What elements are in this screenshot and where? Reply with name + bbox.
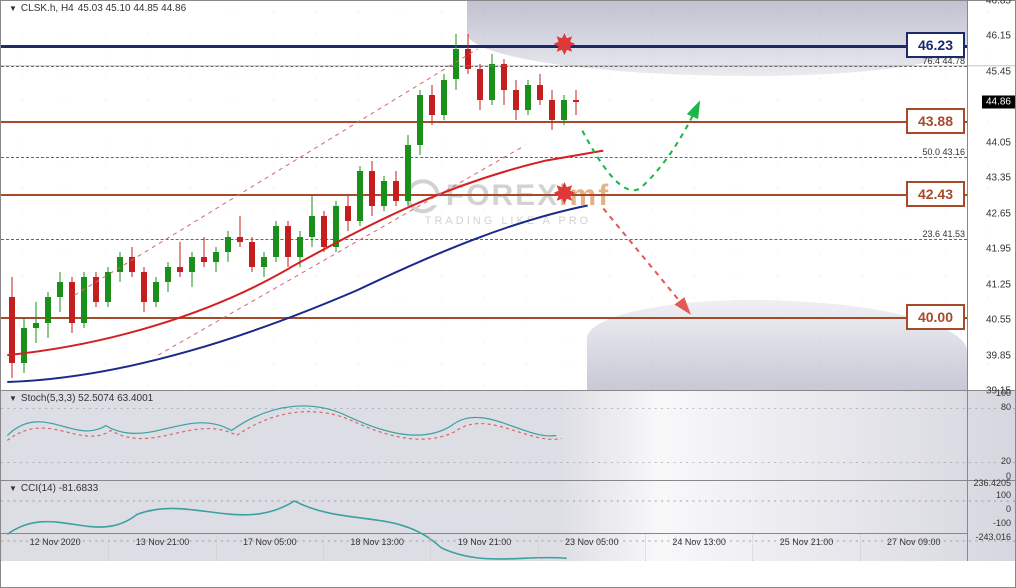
y-tick: 100 <box>996 388 1011 398</box>
y-tick: 44.05 <box>986 137 1011 148</box>
candlestick-series <box>1 1 1015 390</box>
level-box: 42.43 <box>906 181 965 207</box>
price-panel[interactable]: ▼ CLSK.h, H4 45.03 45.10 44.85 44.86 FOR… <box>1 1 1015 391</box>
y-tick: 39.85 <box>986 350 1011 361</box>
x-tick: 17 Nov 05:00 <box>216 534 323 561</box>
x-tick: 19 Nov 21:00 <box>430 534 537 561</box>
x-tick: 25 Nov 21:00 <box>752 534 859 561</box>
x-tick: 13 Nov 21:00 <box>108 534 215 561</box>
level-box: 43.88 <box>906 108 965 134</box>
y-tick: 20 <box>1001 456 1011 466</box>
trading-chart: ▼ CLSK.h, H4 45.03 45.10 44.85 44.86 FOR… <box>0 0 1016 588</box>
y-tick: 43.35 <box>986 173 1011 184</box>
y-tick: 0 <box>1006 504 1011 514</box>
collapse-icon[interactable]: ▼ <box>9 394 17 403</box>
burst-icon: ✸ <box>553 179 575 210</box>
symbol-label: CLSK.h, H4 <box>21 3 74 14</box>
cci-panel[interactable]: ▼ CCI(14) -81.6833 236.4205 100 0 -100 -243.… <box>1 481 1015 561</box>
y-tick: 41.25 <box>986 279 1011 290</box>
x-tick: 24 Nov 13:00 <box>645 534 752 561</box>
y-tick: 80 <box>1001 402 1011 412</box>
burst-icon: ✸ <box>553 30 575 61</box>
price-y-axis: 46.85 46.15 45.45 44.05 43.35 42.65 41.95 41.25… <box>967 1 1015 390</box>
x-tick: 27 Nov 09:00 <box>860 534 967 561</box>
level-box: 40.00 <box>906 304 965 330</box>
y-tick: 46.85 <box>986 0 1011 7</box>
y-tick: 40.55 <box>986 315 1011 326</box>
y-tick: 45.45 <box>986 66 1011 77</box>
current-price-badge: 44.86 <box>982 95 1015 108</box>
x-tick: 23 Nov 05:00 <box>538 534 645 561</box>
x-tick: 12 Nov 2020 <box>1 534 108 561</box>
y-tick: -100 <box>993 518 1011 528</box>
stoch-title: ▼ Stoch(5,3,3) 52.5074 63.4001 <box>9 393 153 404</box>
y-tick: 41.95 <box>986 244 1011 255</box>
ohlc-label: 45.03 45.10 44.85 44.86 <box>78 3 186 14</box>
collapse-icon[interactable]: ▼ <box>9 4 17 13</box>
collapse-icon[interactable]: ▼ <box>9 484 17 493</box>
time-axis: 12 Nov 202013 Nov 21:0017 Nov 05:0018 No… <box>1 533 967 561</box>
cci-title: ▼ CCI(14) -81.6833 <box>9 483 98 494</box>
x-tick: 18 Nov 13:00 <box>323 534 430 561</box>
cci-y-axis: 236.4205 100 0 -100 -243.016 <box>967 481 1015 561</box>
stoch-cloud <box>1 391 1015 480</box>
y-tick: 42.65 <box>986 208 1011 219</box>
level-box: 46.23 <box>906 32 965 58</box>
stoch-y-axis: 10080200 <box>967 391 1015 480</box>
y-tick: 100 <box>996 490 1011 500</box>
y-tick: 46.15 <box>986 31 1011 42</box>
panel-title: ▼ CLSK.h, H4 45.03 45.10 44.85 44.86 <box>9 3 186 14</box>
y-tick: -243.016 <box>975 532 1011 542</box>
y-tick: 236.4205 <box>973 478 1011 488</box>
stochastic-panel[interactable]: ▼ Stoch(5,3,3) 52.5074 63.4001 10080200 <box>1 391 1015 481</box>
